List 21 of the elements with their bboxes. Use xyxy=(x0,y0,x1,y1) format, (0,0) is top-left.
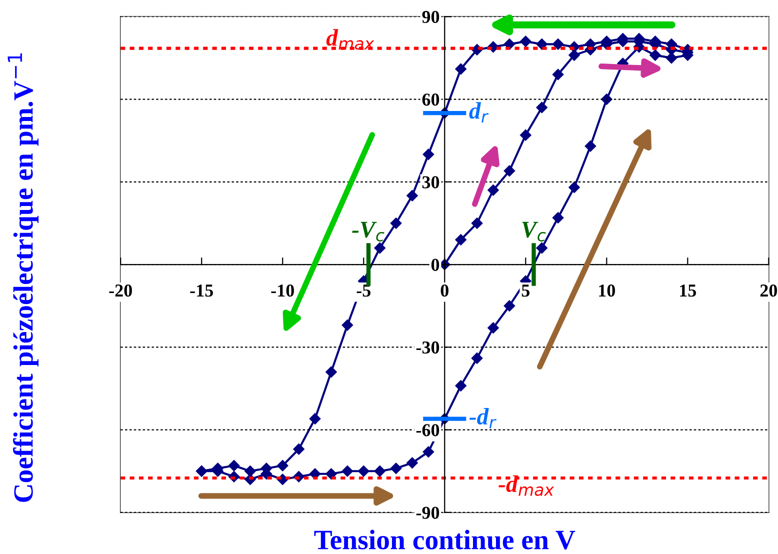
y-tick-label: 30 xyxy=(422,176,440,188)
x-tick-label: 0 xyxy=(440,284,448,297)
x-tick-label: 15 xyxy=(680,284,696,297)
annotation: -V$_{c}$ xyxy=(352,222,384,242)
y-tick-label: 0 xyxy=(431,258,440,271)
x-tick-label: -20 xyxy=(109,284,132,297)
annotation: d$_{r}$ xyxy=(469,102,489,122)
y-tick-label: 60 xyxy=(422,94,440,106)
y-tick-label: -90 xyxy=(416,506,440,519)
annotation: V$_{c}$ xyxy=(522,222,546,242)
y-tick-label: 90 xyxy=(422,10,440,24)
x-tick-label: -10 xyxy=(271,284,294,297)
x-axis-title: Tension continue en V xyxy=(314,530,576,550)
annotation: -d$_{r}$ xyxy=(469,408,496,428)
x-tick-label: 10 xyxy=(599,284,615,297)
y-tick-label: -60 xyxy=(416,424,440,436)
x-tick-label: -15 xyxy=(190,284,213,297)
y-tick-label: -30 xyxy=(416,341,440,354)
x-tick-label: 20 xyxy=(760,284,778,297)
x-tick-label: 5 xyxy=(522,284,530,297)
y-axis-title: Coefficient piézoélectrique en pm.V$^{−1}$ xyxy=(8,53,39,502)
